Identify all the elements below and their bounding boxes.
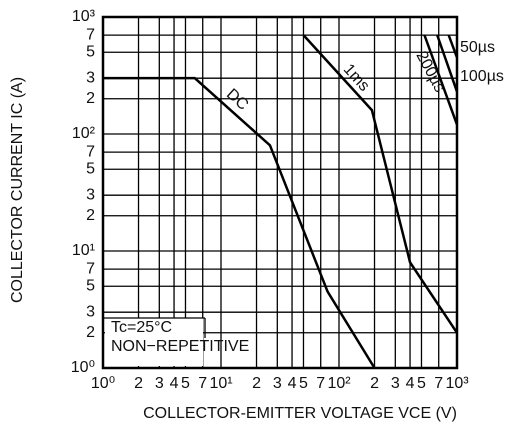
x-tick-label: 5 (181, 375, 190, 392)
x-tick-label: 10³ (445, 375, 469, 392)
x-tick-label: 10¹ (209, 375, 232, 392)
x-tick-label: 3 (273, 375, 282, 392)
x-tick-label: 2 (370, 375, 379, 392)
y-tick-label: 7 (86, 143, 95, 160)
series-label: 50µs (460, 39, 495, 56)
x-tick-label: 4 (288, 375, 297, 392)
y-tick-label: 7 (86, 260, 95, 277)
x-tick-label: 10⁰ (91, 375, 115, 392)
x-tick-label: 2 (134, 375, 143, 392)
y-axis-label: COLLECTOR CURRENT IC (A) (9, 77, 26, 303)
x-tick-label: 7 (316, 375, 325, 392)
y-tick-label: 2 (86, 90, 95, 107)
y-tick-label: 10¹ (72, 242, 95, 259)
series-line (436, 34, 459, 93)
y-tick-label: 2 (86, 207, 95, 224)
series-line (447, 34, 459, 59)
y-tick-label: 3 (86, 303, 95, 320)
y-tick-label: 3 (86, 186, 95, 203)
plot-frame (101, 15, 459, 370)
annotation: NON−REPETITIVE (111, 338, 249, 355)
x-tick-label: 5 (299, 375, 308, 392)
x-tick-label: 7 (434, 375, 443, 392)
x-tick-label: 4 (406, 375, 415, 392)
x-tick-label: 10² (327, 375, 351, 392)
x-tick-label: 5 (417, 375, 426, 392)
x-tick-label: 3 (155, 375, 164, 392)
series-label: DC (223, 86, 252, 114)
y-tick-label: 3 (86, 69, 95, 86)
series-line (103, 76, 376, 369)
y-tick-label: 5 (86, 43, 95, 60)
x-tick-label: 2 (252, 375, 261, 392)
y-tick-label: 10⁰ (71, 359, 95, 376)
y-tick-label: 2 (86, 324, 95, 341)
y-tick-label: 7 (86, 26, 95, 43)
x-axis-label: COLLECTOR-EMITTER VOLTAGE VCE (V) (143, 405, 457, 422)
y-tick-label: 10² (72, 125, 96, 142)
series-line (423, 34, 459, 126)
series-label: 200µs (412, 48, 448, 95)
x-tick-label: 3 (391, 375, 400, 392)
y-tick-label: 10³ (72, 8, 96, 25)
y-tick-label: 5 (86, 160, 95, 177)
annotation: Tc=25°C (111, 319, 172, 336)
series-line (302, 34, 459, 334)
note-box (105, 318, 203, 366)
x-tick-label: 7 (198, 375, 207, 392)
series-label: 100µs (460, 68, 504, 85)
x-tick-label: 4 (170, 375, 179, 392)
y-tick-label: 5 (86, 277, 95, 294)
